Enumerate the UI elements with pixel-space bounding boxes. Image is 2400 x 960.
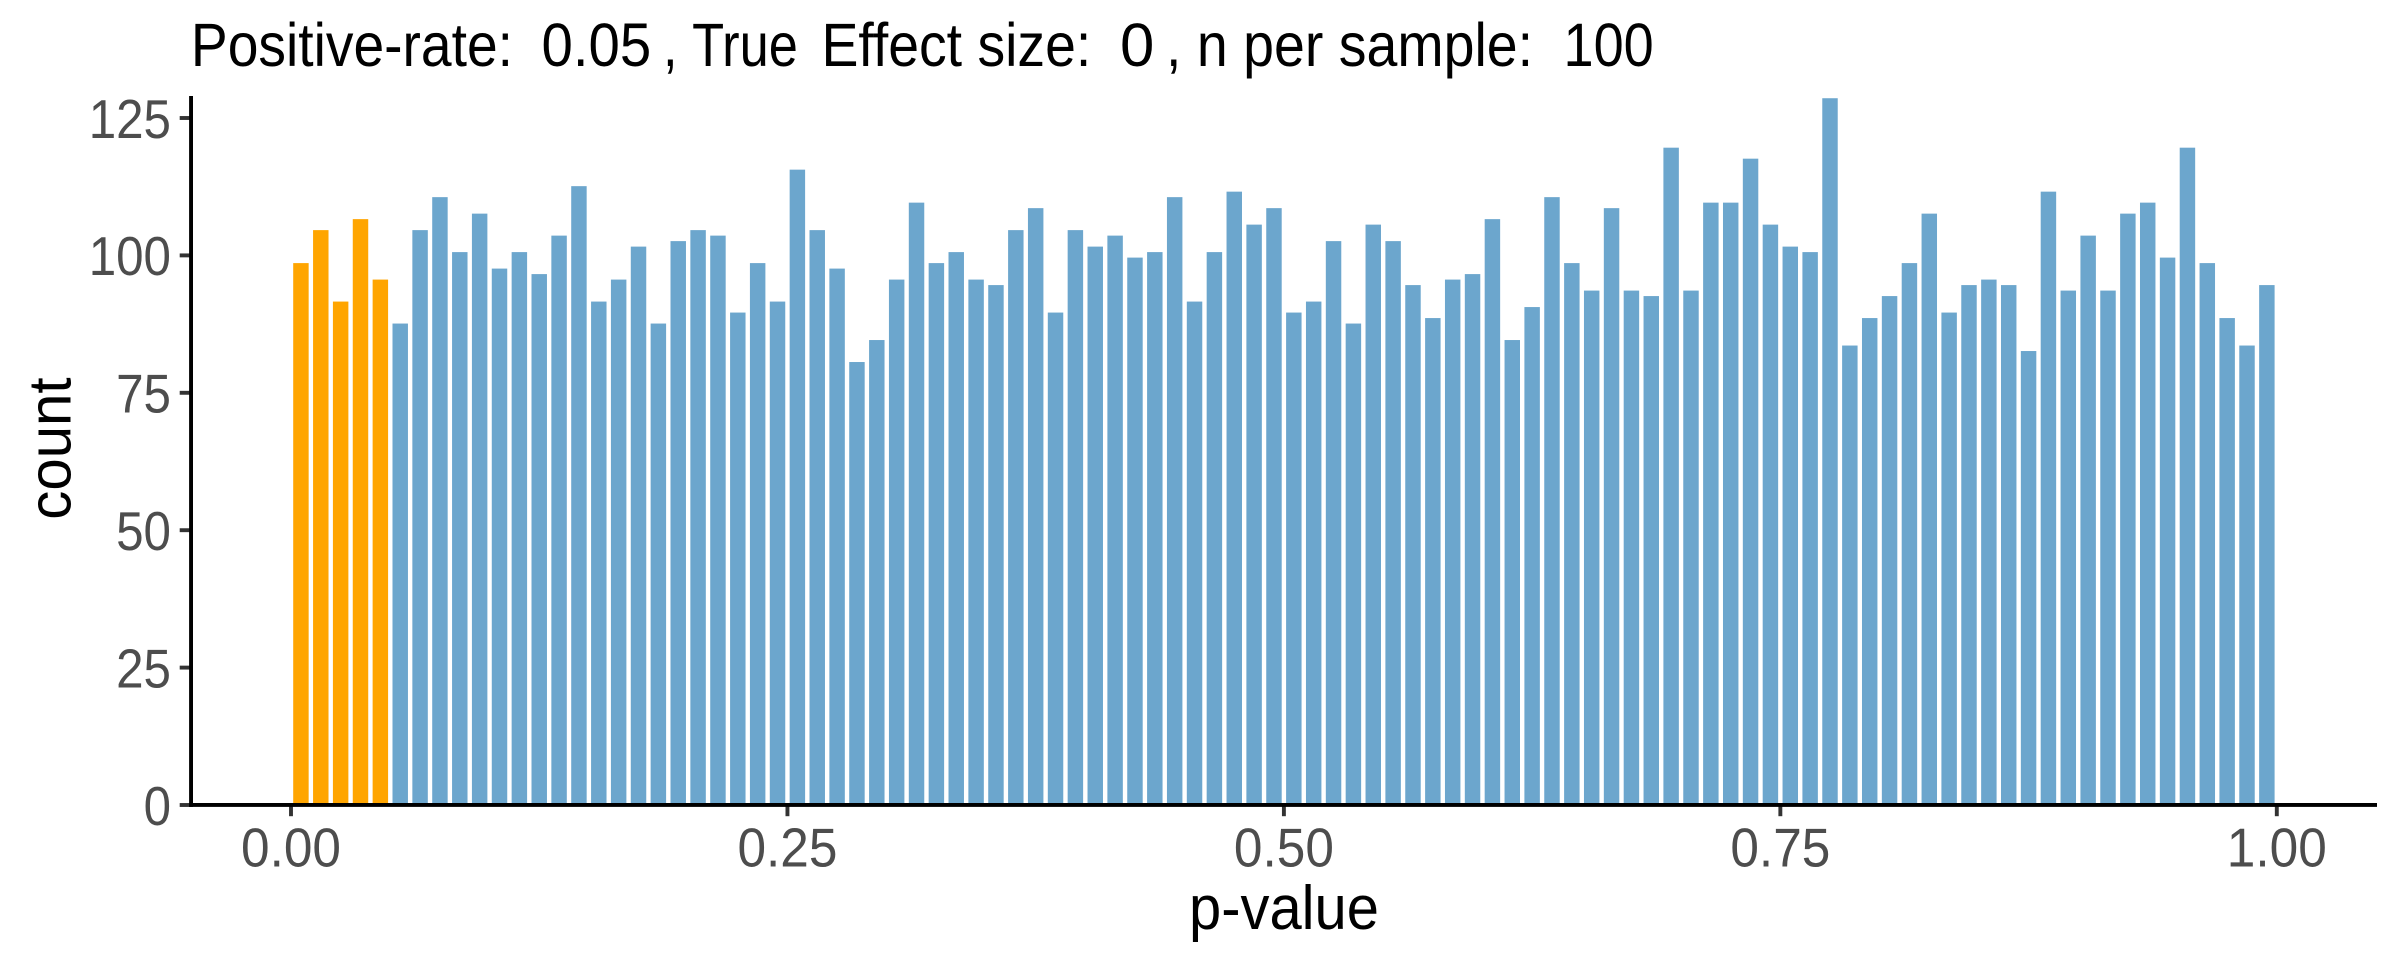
svg-text:50: 50 bbox=[116, 500, 171, 562]
svg-text:100: 100 bbox=[89, 225, 171, 287]
svg-text:0.00: 0.00 bbox=[241, 816, 341, 878]
svg-text:, n per sample:: , n per sample: bbox=[1166, 11, 1533, 79]
svg-text:0.75: 0.75 bbox=[1730, 816, 1830, 878]
svg-text:75: 75 bbox=[116, 363, 171, 425]
svg-text:, True: , True bbox=[663, 11, 798, 79]
svg-text:1.00: 1.00 bbox=[2227, 816, 2327, 878]
svg-text:0: 0 bbox=[1120, 11, 1154, 79]
svg-text:100: 100 bbox=[1564, 11, 1654, 79]
svg-text:Positive-rate:: Positive-rate: bbox=[191, 11, 513, 79]
svg-text:Effect size:: Effect size: bbox=[822, 11, 1092, 79]
svg-text:0.25: 0.25 bbox=[737, 816, 837, 878]
svg-text:0.50: 0.50 bbox=[1234, 816, 1334, 878]
svg-text:125: 125 bbox=[89, 88, 171, 150]
svg-text:0: 0 bbox=[144, 775, 171, 837]
svg-text:count: count bbox=[17, 377, 84, 520]
svg-text:25: 25 bbox=[116, 637, 171, 699]
svg-text:0.05: 0.05 bbox=[542, 11, 652, 79]
svg-text:p-value: p-value bbox=[1189, 874, 1379, 943]
